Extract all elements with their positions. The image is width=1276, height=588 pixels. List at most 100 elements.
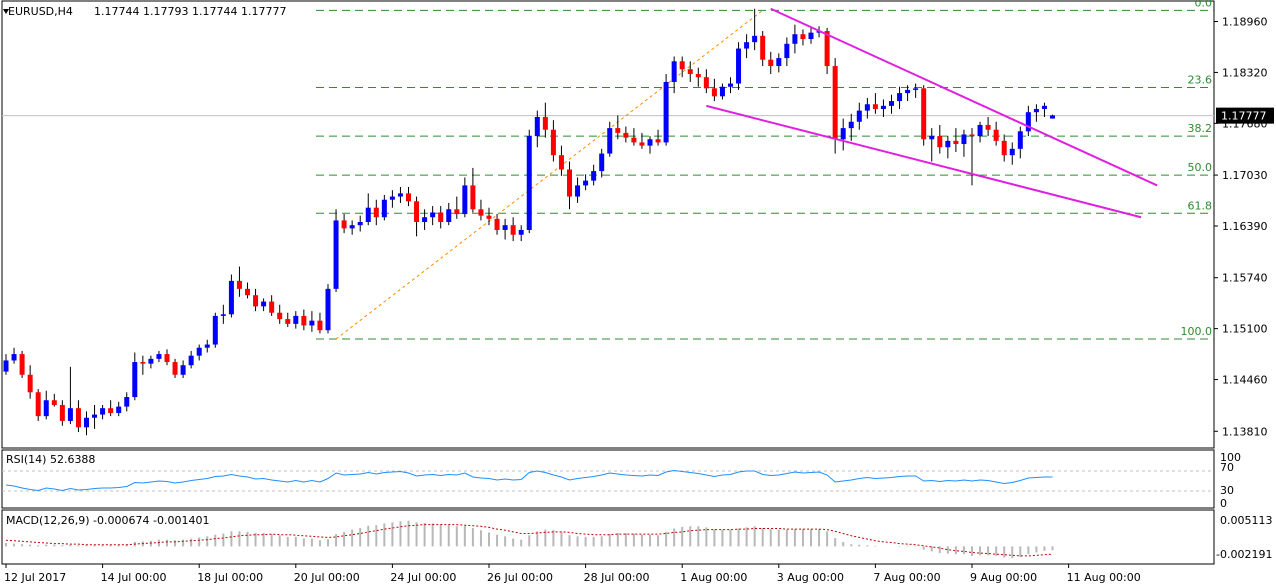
candle-bull (325, 288, 331, 331)
candle-bull (526, 136, 532, 230)
candle-bear (993, 129, 999, 141)
candle-bear (687, 69, 693, 75)
candle-bull (647, 139, 653, 146)
symbol-dropdown-icon[interactable] (3, 9, 9, 14)
candle-bear (558, 155, 564, 170)
candle-bull (397, 193, 403, 197)
rsi-label: RSI(14) 52.6388 (6, 453, 95, 466)
price-axis-label: 1.15740 (1222, 272, 1268, 285)
candle-bear (317, 320, 323, 331)
time-axis-label: 1 Aug 00:00 (680, 571, 747, 584)
candle-bear (695, 74, 701, 78)
candle-bull (212, 315, 218, 345)
candle-bull (84, 417, 89, 428)
candle-bull (897, 93, 903, 102)
candle-bull (671, 61, 677, 82)
candle-bull (1025, 112, 1031, 132)
candle-bear (301, 315, 307, 326)
candle-bull (422, 217, 428, 223)
macd-pane: MACD(12,26,9) -0.000674 -0.001401 0.0051… (1, 509, 1273, 565)
candle-bull (744, 42, 750, 49)
candle-bear (478, 209, 484, 216)
candle-bear (341, 220, 347, 229)
candle-bear (277, 312, 283, 320)
candle-bull (599, 153, 605, 172)
time-axis-label: 9 Aug 00:00 (970, 571, 1037, 584)
candle-bull (808, 32, 814, 40)
candle-bull (1009, 148, 1015, 156)
candle-bear (373, 207, 379, 218)
candle-bull (518, 229, 524, 235)
rsi-grid (2, 470, 1214, 492)
candle-bear (937, 136, 943, 148)
candle-bear (567, 169, 572, 197)
time-axis-label: 24 Jul 00:00 (390, 571, 456, 584)
macd-histogram (5, 520, 1054, 559)
time-axis-label: 12 Jul 2017 (4, 571, 66, 584)
candle-bull (430, 212, 436, 218)
candle-bear (470, 185, 476, 210)
candle-bull (502, 225, 508, 230)
fib-level-label: 100.0 (1181, 325, 1213, 338)
candle-bear (985, 124, 991, 130)
candle-bull (736, 48, 742, 84)
candle-bull (663, 81, 669, 143)
candle-bull (204, 344, 210, 348)
candle-bull (180, 365, 186, 375)
candle-bull (1041, 105, 1047, 110)
candle-bull (583, 180, 589, 186)
candle-bull (792, 34, 798, 44)
symbol-label: EURUSD,H4 (8, 5, 73, 18)
rsi-level-70: 70 (1220, 461, 1234, 474)
candle-bull (462, 185, 468, 215)
candle-bull (357, 222, 363, 226)
rsi-level-100: 100 (1220, 451, 1241, 464)
candle-bull (333, 220, 339, 289)
candle-bull (148, 358, 154, 364)
candle-bull (889, 101, 894, 106)
candle-bear (623, 132, 629, 138)
candle-bear (19, 354, 25, 375)
candle-bull (1033, 109, 1039, 113)
time-axis-label: 7 Aug 00:00 (873, 571, 940, 584)
candle-bear (164, 354, 170, 363)
candle-bull (913, 88, 919, 90)
candle-bull (840, 128, 846, 140)
candle-bull (92, 414, 98, 418)
candle-bear (703, 77, 709, 89)
candle-bull (293, 315, 299, 324)
candle-bull (1017, 131, 1023, 149)
fibonacci-retracement: 0.0 23.6 38.2 50.0 61.8 100.0 (316, 0, 1214, 340)
last-price-value: 1.17777 (1221, 110, 1267, 123)
candle-bull (3, 360, 9, 372)
candle-bear (108, 408, 114, 413)
price-axis: 1.189601.183201.176801.170301.163901.157… (1214, 16, 1268, 438)
candle-bull (752, 35, 758, 43)
fib-level-label: 0.0 (1195, 0, 1213, 9)
candle-bear (824, 31, 830, 67)
candle-bear (550, 129, 556, 156)
candle-bear (140, 362, 146, 364)
time-axis-label: 11 Aug 00:00 (1067, 571, 1141, 584)
candle-bear (75, 408, 81, 428)
candle-bear (953, 140, 959, 145)
candle-bull (132, 362, 138, 398)
time-axis-label: 20 Jul 00:00 (294, 571, 360, 584)
macd-pane-border (1, 509, 1215, 565)
candle-bear (1001, 140, 1007, 156)
candle-bull (188, 355, 194, 366)
candle-bull (389, 196, 395, 200)
candle-bull (261, 301, 267, 307)
candle-bull (11, 354, 17, 361)
candle-bull (220, 314, 226, 316)
fib-level-label: 50.0 (1188, 161, 1213, 174)
candle-bear (711, 88, 717, 97)
price-axis-label: 1.17030 (1222, 169, 1268, 182)
candle-bear (494, 218, 500, 230)
candle-bear (35, 392, 41, 417)
candle-bear (542, 116, 548, 130)
candle-bear (285, 319, 291, 324)
candle-bear (438, 212, 444, 223)
